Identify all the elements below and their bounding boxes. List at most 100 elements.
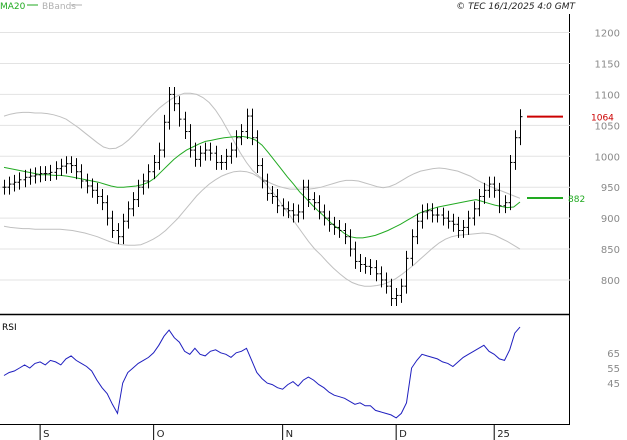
price-bar-8 <box>43 166 48 182</box>
x-tick-N: N <box>286 429 293 440</box>
y-tick-1100: 1100 <box>595 90 620 101</box>
price-bar-18 <box>95 182 100 204</box>
price-bar-55 <box>286 201 291 219</box>
legend-ma20-label: MA20 <box>0 2 26 12</box>
price-bar-94 <box>487 176 492 198</box>
legend-bbands-label: BBands <box>42 2 76 12</box>
rsi-y-tick-45: 45 <box>607 379 620 390</box>
last-close-label: 1064 <box>591 114 614 124</box>
x-tick-labels: S O N D 25 <box>39 424 510 440</box>
price-bar-41 <box>214 145 219 170</box>
rsi-line <box>3 326 521 419</box>
price-bar-0 <box>2 179 7 195</box>
rsi-y-tick-55: 55 <box>607 364 620 375</box>
price-bar-30 <box>157 142 162 170</box>
price-bar-33 <box>172 86 177 112</box>
price-bar-50 <box>260 158 265 189</box>
price-bar-89 <box>461 219 466 238</box>
price-bar-64 <box>332 216 337 235</box>
price-bar-6 <box>33 167 38 184</box>
price-bar-51 <box>265 173 270 201</box>
price-bar-96 <box>497 182 502 214</box>
price-bar-60 <box>312 192 317 211</box>
y-tick-1150: 1150 <box>595 59 620 70</box>
x-tick-25: 25 <box>497 429 510 440</box>
price-bar-44 <box>229 142 234 164</box>
price-bar-88 <box>456 216 461 238</box>
price-bar-42 <box>219 155 224 170</box>
price-bar-23 <box>121 213 126 245</box>
price-bar-38 <box>198 145 203 167</box>
price-bar-40 <box>208 142 213 161</box>
price-bar-61 <box>317 195 322 220</box>
y-tick-labels: 1200 1150 1100 1050 1000 950 900 850 800 65 55 45 <box>595 29 620 391</box>
price-bar-9 <box>48 164 53 182</box>
price-bar-26 <box>136 179 141 207</box>
price-bar-91 <box>472 201 477 226</box>
price-bar-79 <box>410 229 415 266</box>
price-bar-46 <box>239 124 244 146</box>
price-bar-37 <box>193 142 198 167</box>
price-bar-57 <box>296 204 301 223</box>
y-tick-1050: 1050 <box>595 121 620 132</box>
price-bars <box>2 86 523 306</box>
price-bar-7 <box>38 166 43 183</box>
price-bar-39 <box>203 142 208 161</box>
rsi-title: RSI <box>2 323 17 333</box>
price-bar-100 <box>518 109 523 146</box>
price-bar-72 <box>374 260 379 282</box>
price-bar-84 <box>435 207 440 223</box>
price-bar-52 <box>270 185 275 204</box>
price-bar-80 <box>415 213 420 245</box>
price-bar-77 <box>399 278 404 303</box>
price-bar-49 <box>255 130 260 173</box>
price-panel-background <box>0 14 570 314</box>
price-bar-75 <box>389 278 394 306</box>
price-bar-78 <box>404 250 409 294</box>
price-bar-34 <box>177 96 182 127</box>
ma20-line-group <box>3 136 521 239</box>
price-bar-70 <box>363 257 368 274</box>
y-tick-850: 850 <box>601 245 620 256</box>
price-bar-28 <box>146 164 151 189</box>
price-bar-62 <box>322 204 327 226</box>
value-markers: 1064 882 <box>527 114 614 205</box>
price-bar-5 <box>28 168 33 185</box>
price-bar-1 <box>7 176 12 195</box>
y-tick-1000: 1000 <box>595 152 620 163</box>
price-bar-68 <box>353 241 358 269</box>
price-bar-86 <box>446 210 451 229</box>
price-bar-4 <box>23 169 28 188</box>
rsi-y-tick-65: 65 <box>607 349 620 360</box>
price-bar-45 <box>234 130 239 158</box>
price-bar-67 <box>348 229 353 257</box>
y-tick-800: 800 <box>601 276 620 287</box>
price-bar-32 <box>167 86 172 130</box>
price-bar-12 <box>64 156 69 174</box>
price-bar-74 <box>384 272 389 294</box>
price-bar-36 <box>188 124 193 158</box>
price-bar-73 <box>379 266 384 288</box>
y-tick-950: 950 <box>601 183 620 194</box>
legend: MA20 BBands <box>0 2 82 12</box>
price-bar-83 <box>430 203 435 223</box>
price-bar-93 <box>482 182 487 204</box>
price-bar-19 <box>100 189 105 211</box>
price-bar-66 <box>343 223 348 245</box>
price-bar-65 <box>337 219 342 238</box>
price-bar-27 <box>141 173 146 195</box>
price-bar-29 <box>152 155 157 180</box>
price-bar-48 <box>250 108 255 146</box>
price-bar-58 <box>301 179 306 220</box>
price-bar-2 <box>12 174 17 192</box>
price-bar-24 <box>126 201 131 229</box>
x-tick-S: S <box>43 429 49 440</box>
ma20-line <box>3 136 521 239</box>
price-bar-10 <box>54 161 59 180</box>
price-bar-14 <box>74 158 79 180</box>
price-bar-95 <box>492 176 497 198</box>
price-bar-17 <box>90 178 95 198</box>
price-bar-56 <box>291 203 296 223</box>
price-bar-43 <box>224 148 229 170</box>
